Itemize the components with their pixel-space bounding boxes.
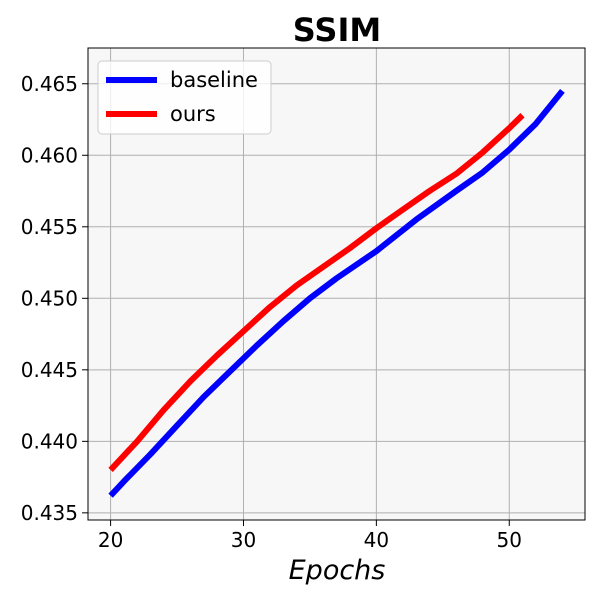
x-tick-label: 50 bbox=[497, 528, 522, 552]
legend: baseline ours bbox=[97, 60, 272, 135]
x-tick-label: 30 bbox=[231, 528, 256, 552]
chart-title: SSIM bbox=[293, 11, 381, 49]
legend-label-baseline: baseline bbox=[170, 68, 258, 92]
plot-frame bbox=[87, 47, 586, 521]
y-tick-label: 0.455 bbox=[21, 215, 78, 239]
legend-label-ours: ours bbox=[170, 102, 216, 126]
y-tick-label: 0.435 bbox=[21, 501, 78, 525]
x-axis-label: Epochs bbox=[289, 555, 386, 586]
series-line-ours bbox=[108, 113, 525, 472]
x-tick-label: 40 bbox=[364, 528, 389, 552]
series-line-baseline bbox=[108, 89, 565, 498]
x-tick-label: 20 bbox=[98, 528, 123, 552]
x-axis: 20 30 40 50 bbox=[98, 520, 522, 552]
y-tick-label: 0.440 bbox=[21, 429, 78, 453]
y-tick-label: 0.450 bbox=[21, 286, 78, 310]
y-tick-label: 0.465 bbox=[21, 72, 78, 96]
y-axis: 0.435 0.440 0.445 0.450 0.455 0.460 0.465 bbox=[21, 72, 88, 525]
series-layer bbox=[108, 89, 565, 498]
grid-lines bbox=[88, 48, 585, 520]
y-tick-label: 0.445 bbox=[21, 358, 78, 382]
y-tick-label: 0.460 bbox=[21, 143, 78, 167]
